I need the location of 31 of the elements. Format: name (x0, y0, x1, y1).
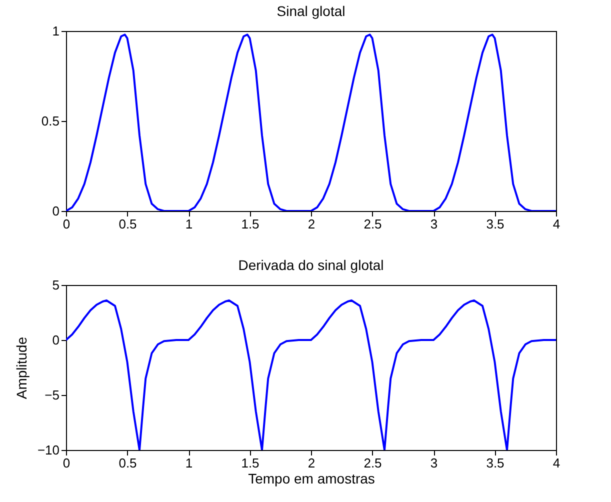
y-axis-title: Amplitude (13, 336, 30, 400)
x-tick-label: 3.5 (486, 456, 504, 470)
x-tick-label: 2 (308, 216, 316, 232)
y-tick-label: 1 (52, 24, 60, 38)
x-tick-label: 2 (308, 456, 316, 470)
x-tick-label: 1 (185, 456, 193, 470)
x-tick-label: 0 (62, 456, 70, 470)
line-series (66, 299, 556, 450)
x-tick-label: 1 (185, 216, 193, 232)
x-tick-label: 0.5 (118, 456, 137, 470)
y-tick-label: 5 (52, 278, 60, 292)
x-tick-label: 3.5 (486, 216, 504, 232)
x-tick-label: 2.5 (364, 216, 382, 232)
line-series (66, 34, 556, 211)
x-tick-label: 0 (62, 216, 70, 232)
x-tick-label: 4 (552, 216, 560, 232)
x-tick-label: 0.5 (118, 216, 137, 232)
chart-title: Sinal glotal (276, 3, 346, 19)
y-tick-label: −5 (44, 388, 60, 402)
x-tick-label: 1.5 (241, 216, 260, 232)
x-tick-label: 3 (430, 216, 438, 232)
y-tick-label: 0 (52, 204, 60, 218)
y-tick-label: 0 (52, 332, 60, 348)
y-tick-label: 0.5 (41, 114, 60, 128)
x-tick-label: 4 (552, 456, 560, 470)
y-tick-label: −10 (37, 442, 60, 458)
x-axis-title: Tempo em amostras (248, 470, 375, 486)
chart-title: Derivada do sinal glotal (238, 257, 384, 273)
x-tick-label: 3 (430, 456, 438, 470)
x-tick-label: 2.5 (364, 456, 382, 470)
x-tick-label: 1.5 (241, 456, 260, 470)
